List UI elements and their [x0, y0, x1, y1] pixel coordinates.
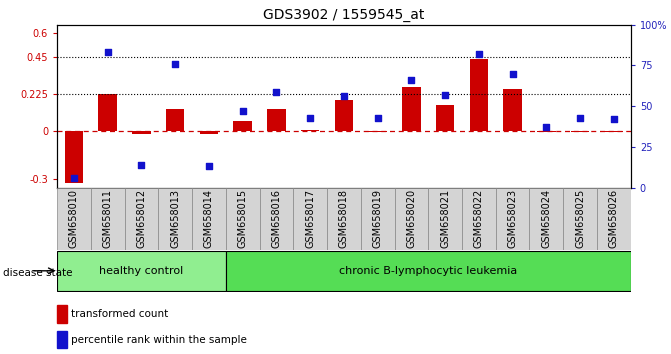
FancyBboxPatch shape [395, 188, 428, 250]
Text: GSM658020: GSM658020 [407, 189, 417, 248]
Bar [537, 131, 556, 132]
FancyBboxPatch shape [462, 188, 496, 250]
Text: GSM658010: GSM658010 [69, 189, 79, 248]
Point [271, 89, 282, 95]
FancyBboxPatch shape [225, 251, 631, 291]
Text: GSM658014: GSM658014 [204, 189, 214, 248]
Point [339, 93, 350, 99]
Text: healthy control: healthy control [99, 266, 184, 276]
Point [575, 115, 586, 120]
FancyBboxPatch shape [428, 188, 462, 250]
Bar [199, 131, 218, 134]
Title: GDS3902 / 1559545_at: GDS3902 / 1559545_at [263, 8, 425, 22]
FancyBboxPatch shape [293, 188, 327, 250]
Point [440, 92, 450, 98]
Point [507, 71, 518, 76]
Bar [335, 100, 353, 131]
Text: chronic B-lymphocytic leukemia: chronic B-lymphocytic leukemia [339, 266, 517, 276]
Bar [301, 130, 319, 131]
Bar [57, 305, 66, 323]
FancyBboxPatch shape [361, 188, 395, 250]
Point [474, 51, 484, 57]
Point [170, 61, 180, 67]
Point [541, 125, 552, 130]
FancyBboxPatch shape [192, 188, 225, 250]
Text: GSM658024: GSM658024 [541, 189, 552, 248]
Text: GSM658025: GSM658025 [575, 189, 585, 248]
FancyBboxPatch shape [125, 188, 158, 250]
Text: transformed count: transformed count [71, 309, 168, 319]
Point [406, 77, 417, 83]
Text: GSM658026: GSM658026 [609, 189, 619, 248]
Point [238, 108, 248, 114]
Point [102, 50, 113, 55]
Text: GSM658022: GSM658022 [474, 189, 484, 248]
Bar [234, 121, 252, 131]
Point [68, 175, 79, 181]
Point [372, 115, 383, 120]
Point [609, 116, 619, 122]
Bar [57, 331, 66, 348]
Bar [402, 87, 421, 131]
Bar [368, 131, 387, 132]
Text: GSM658019: GSM658019 [372, 189, 382, 248]
FancyBboxPatch shape [158, 188, 192, 250]
Text: GSM658023: GSM658023 [508, 189, 517, 248]
Bar [436, 104, 454, 131]
Point [136, 162, 147, 168]
Bar [503, 89, 522, 131]
FancyBboxPatch shape [496, 188, 529, 250]
Text: disease state: disease state [3, 268, 73, 278]
Point [203, 164, 214, 169]
Text: GSM658015: GSM658015 [238, 189, 248, 248]
FancyBboxPatch shape [327, 188, 361, 250]
Bar [132, 131, 151, 134]
Text: GSM658013: GSM658013 [170, 189, 180, 248]
Text: GSM658017: GSM658017 [305, 189, 315, 248]
Bar [605, 131, 623, 132]
Bar [267, 109, 286, 131]
Text: GSM658016: GSM658016 [271, 189, 281, 248]
Bar [99, 94, 117, 131]
FancyBboxPatch shape [57, 188, 91, 250]
Point [305, 115, 315, 120]
Bar [64, 131, 83, 183]
Text: percentile rank within the sample: percentile rank within the sample [71, 335, 247, 344]
FancyBboxPatch shape [225, 188, 260, 250]
Bar [166, 109, 185, 131]
Text: GSM658021: GSM658021 [440, 189, 450, 248]
FancyBboxPatch shape [91, 188, 125, 250]
FancyBboxPatch shape [529, 188, 563, 250]
Text: GSM658018: GSM658018 [339, 189, 349, 248]
Bar [470, 59, 488, 131]
FancyBboxPatch shape [57, 251, 225, 291]
FancyBboxPatch shape [260, 188, 293, 250]
Text: GSM658012: GSM658012 [136, 189, 146, 248]
Bar [571, 131, 589, 132]
Text: GSM658011: GSM658011 [103, 189, 113, 248]
FancyBboxPatch shape [597, 188, 631, 250]
FancyBboxPatch shape [563, 188, 597, 250]
